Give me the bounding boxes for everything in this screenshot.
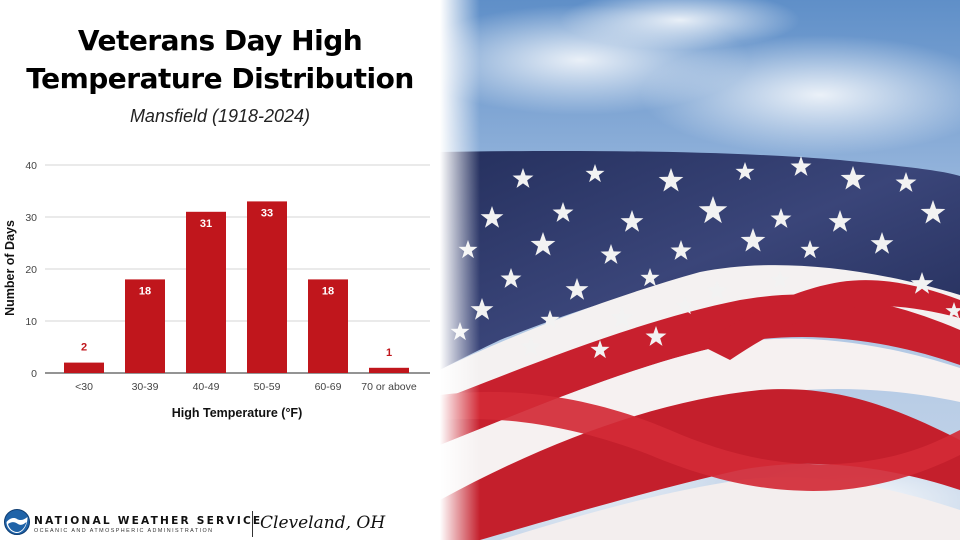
x-tick-label: 40-49 — [193, 381, 220, 393]
agency-subtitle: OCEANIC AND ATMOSPHERIC ADMINISTRATION — [34, 528, 214, 534]
x-tick-label: <30 — [75, 381, 93, 393]
data-label: 1 — [386, 347, 392, 359]
y-tick-label: 20 — [25, 264, 37, 276]
agency-name: NATIONAL WEATHER SERVICE — [34, 515, 263, 527]
y-tick-label: 0 — [31, 368, 37, 380]
x-tick-label: 60-69 — [315, 381, 342, 393]
footer-divider — [252, 511, 253, 537]
y-axis-label: Number of Days — [3, 220, 17, 316]
chart-title-line-2: Temperature Distribution — [26, 62, 414, 95]
y-axis-ticks: 0 10 20 30 40 — [25, 160, 37, 380]
y-tick-label: 10 — [25, 316, 37, 328]
data-labels: 2 18 31 33 18 1 — [81, 207, 392, 358]
x-tick-label: 70 or above — [361, 381, 417, 393]
bar — [247, 201, 287, 373]
bar — [64, 362, 104, 373]
noaa-logo-icon — [4, 509, 30, 535]
bar — [125, 279, 165, 373]
x-tick-label: 30-39 — [132, 381, 159, 393]
bar — [308, 279, 348, 373]
x-tick-label: 50-59 — [254, 381, 281, 393]
x-axis-label: High Temperature (°F) — [172, 406, 302, 420]
chart-subtitle: Mansfield (1918-2024) — [129, 106, 311, 126]
y-tick-label: 30 — [25, 212, 37, 224]
flag-photo — [440, 0, 960, 540]
gridlines — [45, 164, 430, 374]
bar — [186, 211, 226, 373]
bar-chart: 0 10 20 30 40 2 18 31 33 18 1 <30 30-39 40-49 50-59 6… — [3, 160, 430, 420]
photo-fade — [440, 0, 480, 540]
chart-title-line-1: Veterans Day High — [77, 24, 363, 57]
office-name: Cleveland, OH — [260, 513, 386, 533]
x-axis-ticks: <30 30-39 40-49 50-59 60-69 70 or above — [75, 381, 417, 393]
data-label: 18 — [322, 285, 334, 297]
bar — [369, 367, 409, 373]
data-label: 31 — [200, 218, 212, 230]
data-label: 18 — [139, 285, 151, 297]
y-tick-label: 40 — [25, 160, 37, 172]
data-label: 2 — [81, 342, 87, 354]
bars — [64, 201, 409, 373]
data-label: 33 — [261, 207, 273, 219]
